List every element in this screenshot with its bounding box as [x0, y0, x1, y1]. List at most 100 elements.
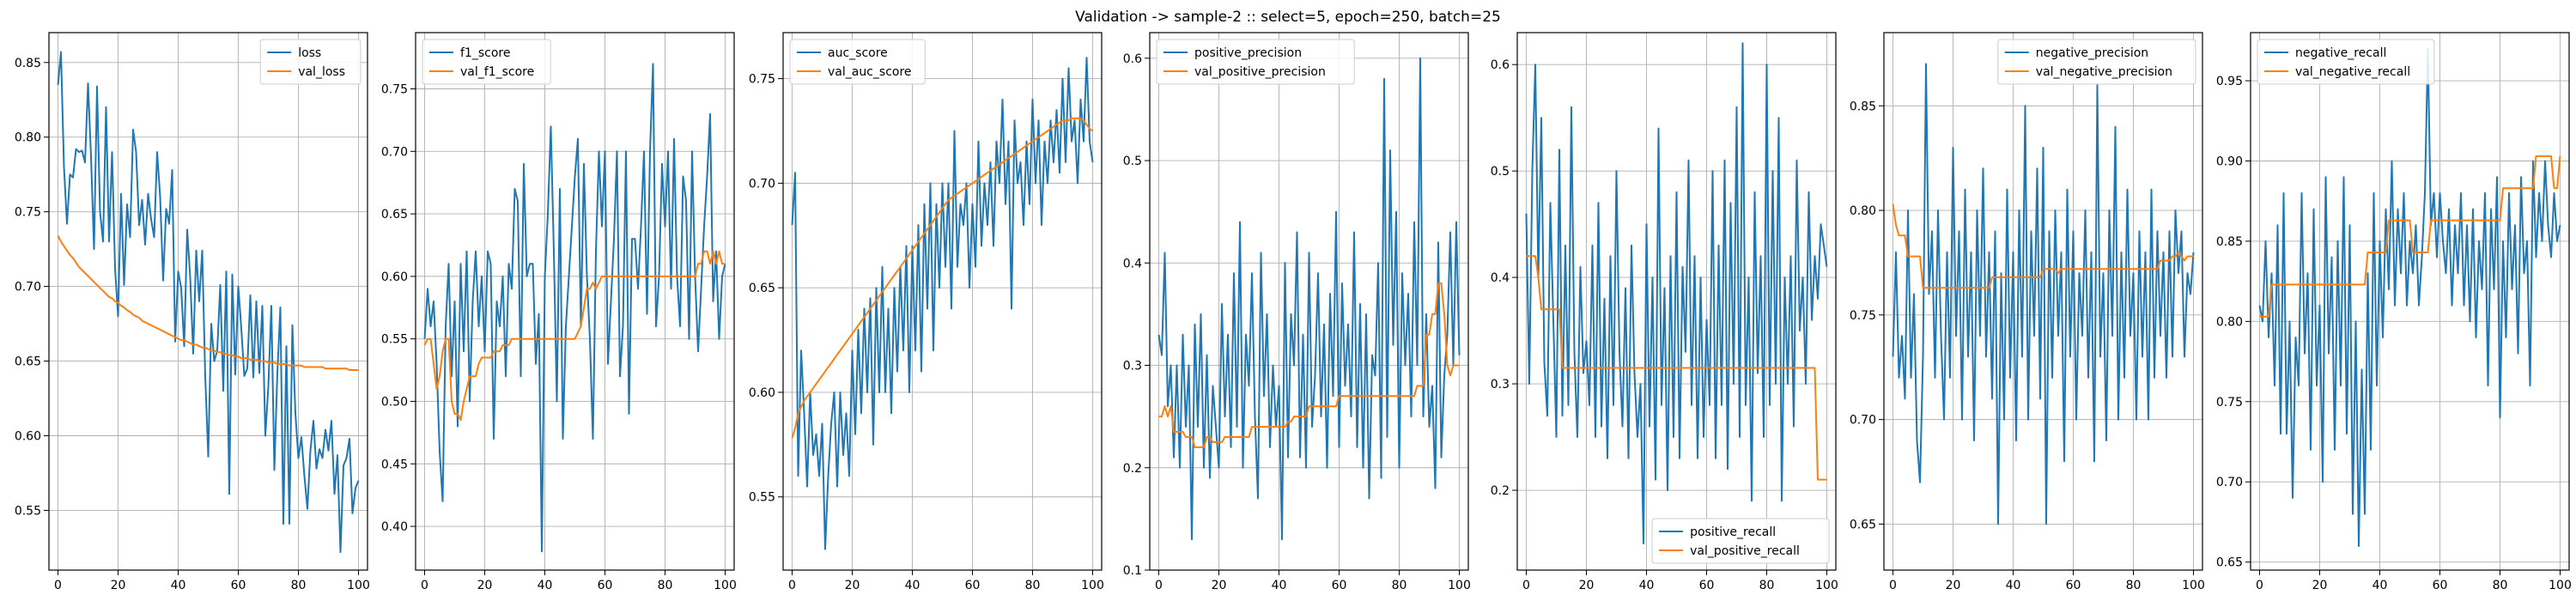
legend: positive_precision val_positive_precision — [1156, 39, 1355, 85]
series-line-positive_recall — [1525, 42, 1828, 544]
x-tick-label: 20 — [1212, 579, 1227, 592]
series-line-val_negative_precision — [1892, 203, 2194, 289]
x-tick-label: 60 — [1332, 579, 1347, 592]
y-tick-label: 0.55 — [381, 333, 408, 347]
x-tick-label: 0 — [788, 579, 796, 592]
y-tick-label: 0.70 — [2216, 476, 2243, 489]
x-tick-label: 0 — [2256, 579, 2263, 592]
legend-label: f1_score — [460, 46, 510, 60]
y-tick-label: 0.60 — [15, 430, 41, 444]
y-tick-label: 0.6 — [1491, 58, 1510, 72]
legend-box — [1997, 39, 2196, 85]
x-tick-label: 40 — [171, 579, 186, 592]
y-tick-label: 0.80 — [1850, 204, 1876, 218]
y-tick-label: 0.60 — [749, 386, 775, 400]
y-tick-label: 0.5 — [1491, 165, 1510, 179]
legend: positive_recall val_positive_recall — [1651, 518, 1830, 564]
x-tick-label: 100 — [347, 579, 370, 592]
x-tick-label: 100 — [2182, 579, 2205, 592]
series-line-val_positive_recall — [1526, 255, 1827, 481]
axes-frame — [1149, 32, 1469, 571]
legend-box — [2257, 39, 2435, 85]
x-tick-label: 40 — [1272, 579, 1287, 592]
x-tick-label: 20 — [111, 579, 126, 592]
y-tick-label: 0.85 — [1850, 100, 1876, 113]
legend-label: positive_recall — [1690, 525, 1776, 539]
series-line-val_f1_score — [423, 250, 726, 422]
legend-label: val_negative_recall — [2295, 65, 2410, 79]
x-tick-label: 80 — [658, 579, 673, 592]
y-tick-label: 0.4 — [1491, 271, 1510, 285]
x-tick-label: 60 — [2066, 579, 2081, 592]
subplot-3: 0 20 40 60 80 100 0.55 0.60 0.65 0.70 0.75 auc_scor… — [749, 32, 1104, 592]
series-line-f1_score — [423, 63, 726, 553]
x-tick-label: 0 — [1522, 579, 1530, 592]
legend-label: val_auc_score — [828, 65, 912, 79]
x-tick-label: 60 — [598, 579, 613, 592]
axes-frame — [2250, 32, 2570, 571]
x-tick-label: 100 — [1815, 579, 1838, 592]
x-tick-label: 80 — [1759, 579, 1775, 592]
legend-box — [422, 39, 551, 85]
legend-box — [259, 39, 361, 85]
x-tick-label: 0 — [1155, 579, 1163, 592]
y-tick-label: 0.80 — [15, 131, 41, 145]
x-tick-label: 40 — [538, 579, 553, 592]
y-tick-label: 0.5 — [1123, 155, 1142, 168]
y-tick-label: 0.95 — [2216, 75, 2243, 88]
x-tick-label: 80 — [2126, 579, 2142, 592]
y-tick-label: 0.75 — [2216, 396, 2243, 410]
y-tick-label: 0.75 — [381, 83, 408, 97]
series-line-loss — [57, 51, 360, 554]
axes-frame — [782, 32, 1103, 571]
x-tick-label: 40 — [1639, 579, 1655, 592]
x-tick-label: 40 — [2372, 579, 2388, 592]
y-tick-label: 0.65 — [1850, 518, 1876, 531]
x-tick-label: 80 — [1392, 579, 1407, 592]
y-tick-label: 0.45 — [381, 458, 408, 471]
y-tick-label: 0.70 — [1850, 414, 1876, 428]
x-tick-label: 60 — [965, 579, 981, 592]
legend-label: val_positive_recall — [1690, 544, 1800, 558]
y-tick-label: 0.3 — [1491, 378, 1510, 392]
axes-frame — [1516, 32, 1837, 571]
x-tick-label: 0 — [1889, 579, 1897, 592]
x-tick-label: 80 — [2493, 579, 2508, 592]
x-tick-label: 40 — [2006, 579, 2021, 592]
x-tick-label: 20 — [845, 579, 860, 592]
series-line-val_auc_score — [791, 117, 1094, 439]
figure-title: Validation -> sample-2 :: select=5, epoc… — [1075, 9, 1501, 26]
y-tick-label: 0.40 — [381, 520, 408, 534]
legend-label: negative_precision — [2036, 46, 2148, 60]
x-tick-label: 100 — [1081, 579, 1104, 592]
legend: negative_precision val_negative_precision — [1997, 39, 2196, 85]
y-tick-label: 0.80 — [2216, 315, 2243, 329]
x-tick-label: 100 — [2549, 579, 2572, 592]
x-tick-label: 60 — [2433, 579, 2448, 592]
x-tick-label: 100 — [714, 579, 737, 592]
series-line-negative_precision — [1892, 63, 2195, 525]
axes-frame — [415, 32, 735, 571]
y-tick-label: 0.75 — [1850, 309, 1876, 323]
legend-label: loss — [298, 46, 321, 60]
subplot-4: 0 20 40 60 80 100 0.1 0.2 0.3 0.4 0.5 0.6 positive_p… — [1123, 32, 1471, 592]
y-tick-label: 0.55 — [749, 491, 775, 505]
x-tick-label: 20 — [1579, 579, 1595, 592]
y-tick-label: 0.85 — [2216, 235, 2243, 249]
y-tick-label: 0.65 — [2216, 556, 2243, 570]
series-line-val_loss — [57, 235, 359, 371]
legend-box — [1156, 39, 1355, 85]
x-tick-label: 100 — [1448, 579, 1471, 592]
y-tick-label: 0.2 — [1491, 484, 1510, 498]
y-tick-label: 0.3 — [1123, 360, 1142, 373]
legend-box — [789, 39, 926, 85]
y-tick-label: 0.70 — [381, 145, 408, 159]
legend-label: val_negative_precision — [2036, 65, 2172, 79]
legend-box — [1651, 518, 1830, 564]
x-tick-label: 0 — [54, 579, 62, 592]
y-tick-label: 0.4 — [1123, 257, 1142, 270]
y-tick-label: 0.1 — [1123, 564, 1142, 578]
series-line-val_positive_precision — [1158, 282, 1460, 448]
x-tick-label: 20 — [1946, 579, 1961, 592]
